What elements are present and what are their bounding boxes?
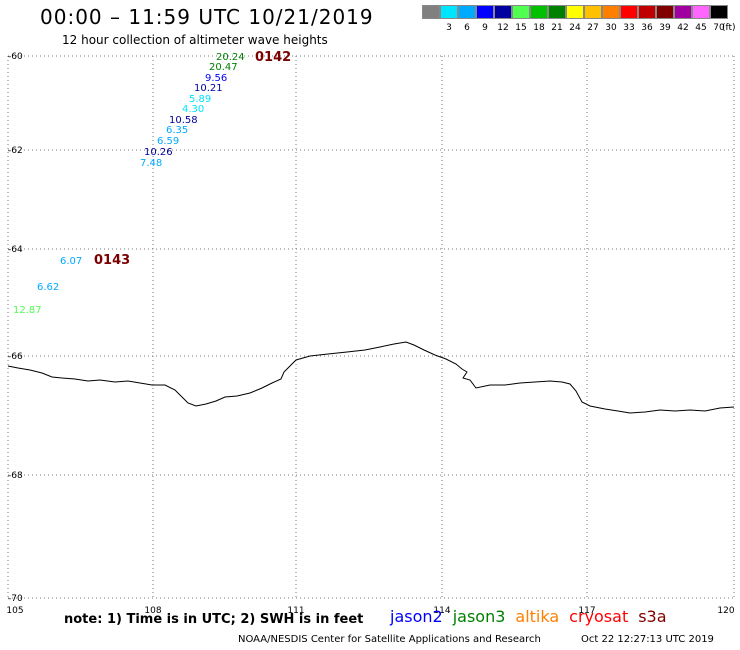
- scale-swatch: [656, 5, 674, 19]
- track-id-labels: 0142 0143: [94, 50, 291, 268]
- scale-label: 3: [446, 23, 452, 33]
- scale-swatch: [548, 5, 566, 19]
- map-grid: [7, 55, 735, 599]
- longitude-labels: 105 108 111 114 117 120: [6, 606, 734, 616]
- credit-line: NOAA/NESDIS Center for Satellite Applica…: [238, 634, 541, 645]
- scale-label: 21: [551, 23, 563, 33]
- scale-swatch: [710, 5, 728, 19]
- scale-label: 42: [677, 23, 689, 33]
- scale-swatch: [422, 5, 440, 19]
- latitude-labels: -60 -62 -64 -66 -68 -70: [8, 52, 23, 604]
- scale-label: 18: [533, 23, 545, 33]
- scale-label: 9: [482, 23, 488, 33]
- lat-label: -62: [8, 146, 23, 156]
- coastline: [7, 341, 735, 414]
- scale-label: 12: [497, 23, 509, 33]
- generated-timestamp: Oct 22 12:27:13 UTC 2019: [581, 634, 714, 645]
- scale-swatch: [494, 5, 512, 19]
- scale-label: 6: [464, 23, 470, 33]
- scale-swatch: [440, 5, 458, 19]
- track-id-label: 0142: [255, 50, 291, 65]
- scale-swatch: [602, 5, 620, 19]
- scale-swatch: [584, 5, 602, 19]
- lon-label: 114: [433, 606, 450, 616]
- scale-label: 27: [587, 23, 599, 33]
- legend-jason2: jason2: [390, 607, 443, 626]
- scale-label: 70: [713, 23, 725, 33]
- wave-height-value: 6.59: [157, 136, 179, 147]
- scale-label: 36: [641, 23, 653, 33]
- wave-height-value: 6.07: [60, 256, 82, 267]
- scale-swatch: [692, 5, 710, 19]
- scale-label: 45: [695, 23, 707, 33]
- scale-swatch: [620, 5, 638, 19]
- legend-altika: altika: [515, 607, 560, 626]
- satellite-legend: jason2 jason3 altika cryosat s3a: [390, 607, 677, 626]
- scale-label: 30: [605, 23, 617, 33]
- legend-cryosat: cryosat: [569, 607, 629, 626]
- wave-height-value: 6.62: [37, 282, 59, 293]
- scale-swatch: [674, 5, 692, 19]
- lat-label: -66: [8, 352, 23, 362]
- wave-height-value: 12.87: [13, 305, 42, 316]
- wave-height-value: 20.47: [209, 62, 238, 73]
- scale-swatch: [476, 5, 494, 19]
- scale-label: 15: [515, 23, 527, 33]
- wave-height-value: 6.35: [166, 125, 188, 136]
- scale-label: 39: [659, 23, 671, 33]
- wave-height-value: 4.30: [182, 104, 204, 115]
- lat-label: -68: [8, 471, 23, 481]
- track-id-label: 0143: [94, 253, 130, 268]
- footnote: note: 1) Time is in UTC; 2) SWH is in fe…: [64, 612, 364, 627]
- scale-swatch: [512, 5, 530, 19]
- legend-s3a: s3a: [638, 607, 667, 626]
- wave-height-value: 10.26: [144, 147, 173, 158]
- scale-unit: (ft): [722, 23, 736, 33]
- lon-label: 120: [717, 606, 734, 616]
- page-title: 00:00 – 11:59 UTC 10/21/2019: [40, 5, 374, 29]
- wave-height-value: 9.56: [205, 73, 227, 84]
- scale-swatch: [566, 5, 584, 19]
- scale-swatch: [530, 5, 548, 19]
- lon-label: 108: [144, 606, 161, 616]
- wave-height-value: 10.21: [194, 83, 223, 94]
- lat-label: -64: [8, 245, 23, 255]
- lat-label: -60: [8, 52, 23, 62]
- lat-label: -70: [8, 594, 23, 604]
- scale-label: 33: [623, 23, 635, 33]
- scale-swatch: [638, 5, 656, 19]
- wave-height-value: 10.58: [169, 115, 198, 126]
- wave-height-value: 20.24: [216, 52, 245, 63]
- scale-swatch: [458, 5, 476, 19]
- lon-label: 105: [6, 606, 23, 616]
- legend-jason3: jason3: [452, 607, 506, 626]
- wave-height-value: 5.89: [189, 94, 211, 105]
- wave-height-observations: 20.2420.479.5610.215.894.3010.586.356.59…: [13, 52, 245, 316]
- page-subtitle: 12 hour collection of altimeter wave hei…: [62, 33, 328, 47]
- lon-label: 111: [287, 606, 304, 616]
- lon-label: 117: [578, 606, 595, 616]
- antarctic-coastline: [7, 341, 735, 414]
- scale-label: 24: [569, 23, 581, 33]
- wave-height-value: 7.48: [140, 158, 162, 169]
